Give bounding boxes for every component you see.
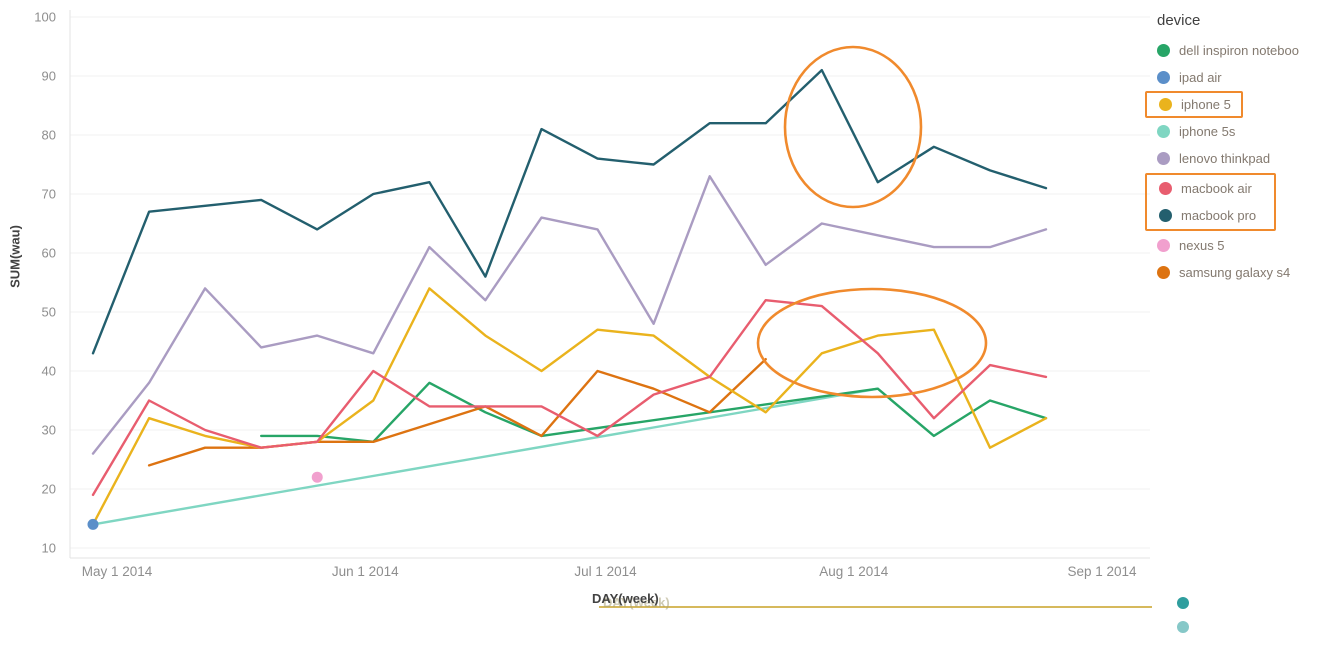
- legend-highlight-group: macbook air macbook pro: [1145, 173, 1277, 231]
- legend-item-ipad-air[interactable]: ipad air: [1143, 64, 1321, 91]
- series-line-samsung-galaxy-s4[interactable]: [147, 358, 767, 467]
- legend-item-label: samsung galaxy s4: [1179, 265, 1291, 280]
- y-tick-label: 40: [42, 364, 56, 379]
- y-tick-label: 70: [42, 187, 56, 202]
- y-tick-label: 90: [42, 69, 56, 84]
- series-line-macbook-air[interactable]: [91, 299, 1048, 497]
- footer-legend-dot: [1177, 621, 1189, 633]
- series-color-dot: [1157, 266, 1170, 279]
- x-axis-title: DAY(week): [592, 591, 659, 606]
- series-line-lenovo-thinkpad[interactable]: [91, 175, 1048, 455]
- legend-item-label: dell inspiron noteboo: [1179, 43, 1299, 58]
- series-color-dot: [1157, 125, 1170, 138]
- x-tick-label: May 1 2014: [82, 564, 153, 579]
- data-point-ipad-air[interactable]: [87, 518, 99, 530]
- series-line-iphone-5s[interactable]: [91, 387, 879, 526]
- x-tick-label: Jun 1 2014: [332, 564, 399, 579]
- legend-item-label: macbook pro: [1181, 208, 1257, 223]
- annotation-ellipse: [756, 287, 988, 399]
- series-color-dot: [1157, 239, 1170, 252]
- series-line-dell-inspiron-noteboo[interactable]: [260, 381, 1048, 443]
- series-color-dot: [1159, 182, 1172, 195]
- legend-title: device: [1157, 12, 1201, 29]
- legend-item-samsung-galaxy-s4[interactable]: samsung galaxy s4: [1143, 259, 1321, 286]
- series-color-dot: [1159, 209, 1172, 222]
- legend-item-label: nexus 5: [1179, 238, 1225, 253]
- y-axis-title: SUM(wau): [7, 225, 23, 288]
- y-tick-label: 80: [42, 128, 56, 143]
- legend-item-label: iphone 5s: [1179, 124, 1236, 139]
- legend-item-iphone-5[interactable]: iphone 5: [1145, 91, 1243, 118]
- y-tick-label: 100: [34, 10, 56, 25]
- legend-item-nexus-5[interactable]: nexus 5: [1143, 232, 1321, 259]
- legend-item-label: ipad air: [1179, 70, 1222, 85]
- legend: device dell inspiron noteboo ipad air ip…: [1143, 8, 1321, 286]
- series-color-dot: [1157, 152, 1170, 165]
- x-tick-label: Sep 1 2014: [1067, 564, 1137, 579]
- legend-item-iphone-5s[interactable]: iphone 5s: [1143, 118, 1321, 145]
- annotation-ellipse: [783, 45, 923, 209]
- series-color-dot: [1157, 44, 1170, 57]
- footer-legend-dot: [1177, 597, 1189, 609]
- x-axis-title-ghost: DAY(week): [603, 595, 670, 610]
- y-tick-label: 20: [42, 482, 56, 497]
- data-point-nexus-5[interactable]: [311, 471, 323, 483]
- legend-item-lenovo-thinkpad[interactable]: lenovo thinkpad: [1143, 145, 1321, 172]
- x-tick-label: Jul 1 2014: [574, 564, 637, 579]
- legend-items: dell inspiron noteboo ipad air iphone 5 …: [1143, 37, 1321, 286]
- legend-item-macbook-pro[interactable]: macbook pro: [1147, 202, 1264, 229]
- legend-item-label: macbook air: [1181, 181, 1252, 196]
- legend-item-macbook-air[interactable]: macbook air: [1147, 175, 1264, 202]
- series-color-dot: [1159, 98, 1172, 111]
- y-tick-label: 10: [42, 541, 56, 556]
- y-tick-label: 50: [42, 305, 56, 320]
- series-color-dot: [1157, 71, 1170, 84]
- y-tick-label: 30: [42, 423, 56, 438]
- series-line-macbook-pro[interactable]: [91, 68, 1048, 355]
- y-tick-label: 60: [42, 246, 56, 261]
- legend-item-dell-inspiron-notebook[interactable]: dell inspiron noteboo: [1143, 37, 1321, 64]
- legend-item-label: iphone 5: [1181, 97, 1231, 112]
- legend-item-label: lenovo thinkpad: [1179, 151, 1271, 166]
- x-tick-label: Aug 1 2014: [819, 564, 889, 579]
